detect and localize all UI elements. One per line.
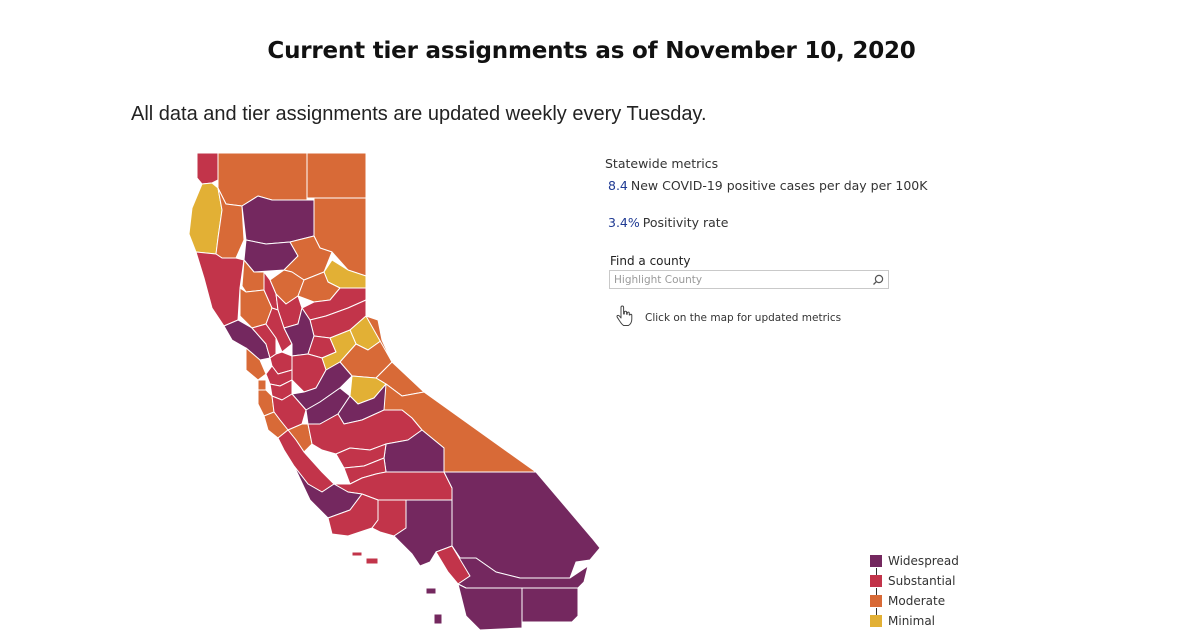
county-search-box[interactable]	[609, 270, 889, 289]
island-san-clemente	[433, 613, 443, 625]
legend-label-minimal: Minimal	[888, 614, 936, 628]
county-san-luis-obispo[interactable]	[293, 465, 363, 519]
metric-positivity-label: Positivity rate	[642, 215, 729, 230]
metrics-heading: Statewide metrics	[605, 156, 719, 171]
county-shasta[interactable]	[241, 195, 315, 245]
legend-label-moderate: Moderate	[888, 594, 946, 608]
california-county-map[interactable]	[180, 148, 605, 638]
legend-label-widespread: Widespread	[888, 554, 959, 568]
county-los-angeles[interactable]	[393, 499, 453, 567]
county-san-diego[interactable]	[457, 583, 523, 631]
county-imperial[interactable]	[521, 587, 579, 623]
map-hint-text: Click on the map for updated metrics	[645, 312, 842, 324]
legend-label-substantial: Substantial	[888, 574, 956, 588]
metric-cases-label: New COVID-19 positive cases per day per …	[630, 178, 928, 193]
legend-swatch-moderate	[870, 595, 882, 607]
island-santa-rosa	[365, 557, 379, 565]
county-search-input[interactable]	[614, 272, 864, 287]
county-mendocino[interactable]	[195, 251, 245, 327]
county-marin[interactable]	[245, 347, 267, 381]
page-title: Current tier assignments as of November …	[267, 38, 916, 64]
county-modoc[interactable]	[306, 152, 367, 199]
county-san-francisco[interactable]	[257, 379, 267, 391]
island-santa-cruz	[351, 551, 363, 557]
legend-connector	[876, 588, 877, 595]
pointer-hand-icon	[616, 305, 633, 326]
legend-swatch-substantial	[870, 575, 882, 587]
legend-connector	[876, 568, 877, 575]
legend-connector	[876, 608, 877, 615]
legend-swatch-minimal	[870, 615, 882, 627]
metric-cases: 8.4 New COVID-19 positive cases per day p…	[608, 178, 927, 193]
page-subtitle: All data and tier assignments are update…	[131, 103, 707, 125]
county-del-norte[interactable]	[196, 152, 219, 185]
island-catalina	[425, 587, 437, 595]
metric-positivity: 3.4% Positivity rate	[608, 215, 728, 230]
legend-swatch-widespread	[870, 555, 882, 567]
metric-positivity-value: 3.4%	[608, 215, 640, 230]
find-county-label: Find a county	[610, 254, 691, 268]
search-icon[interactable]	[871, 273, 885, 287]
metric-cases-value: 8.4	[608, 178, 628, 193]
